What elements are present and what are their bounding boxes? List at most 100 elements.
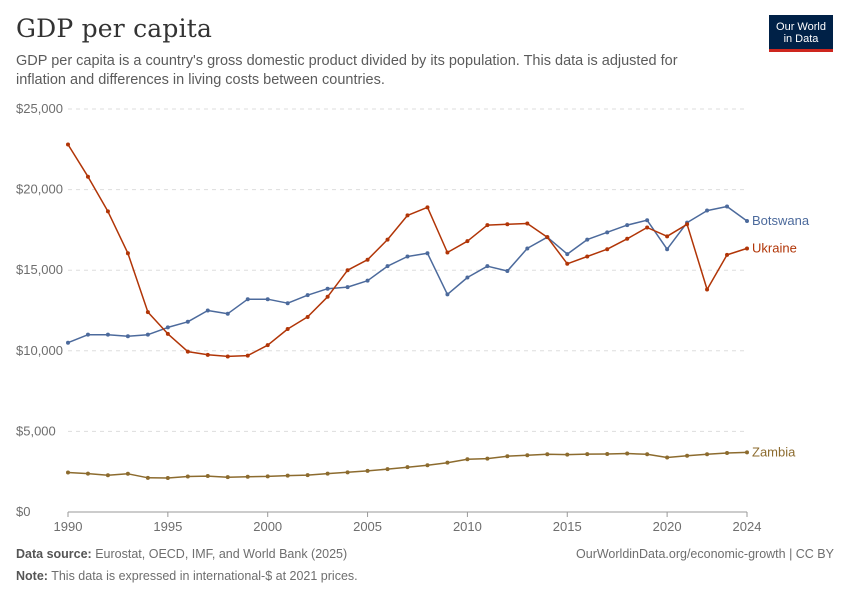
data-point-ukraine (465, 239, 470, 244)
data-point-botswana (205, 308, 210, 313)
data-point-zambia (425, 463, 430, 468)
x-tick-label: 1990 (54, 519, 83, 534)
data-point-botswana (725, 204, 730, 209)
data-point-botswana (745, 219, 749, 224)
data-point-ukraine (545, 235, 550, 240)
data-point-botswana (665, 247, 670, 252)
data-point-ukraine (205, 352, 210, 357)
data-point-zambia (145, 475, 150, 480)
y-tick-label: $5,000 (16, 423, 56, 438)
series-line-botswana (67, 205, 748, 344)
data-point-zambia (265, 474, 270, 479)
data-point-botswana (125, 334, 130, 339)
data-point-ukraine (225, 354, 230, 359)
data-point-zambia (485, 456, 490, 461)
data-point-ukraine (185, 349, 190, 354)
data-point-botswana (525, 246, 530, 251)
data-point-zambia (85, 471, 90, 476)
data-point-zambia (165, 475, 170, 480)
legend-label-botswana: Botswana (752, 213, 810, 228)
page-subtitle: GDP per capita is a country's gross dome… (16, 53, 678, 88)
chart-note: Note: This data is expressed in internat… (16, 569, 358, 583)
credit-link[interactable]: OurWorldinData.org/economic-growth | CC … (576, 547, 834, 561)
data-point-ukraine (425, 205, 430, 210)
data-point-ukraine (245, 353, 250, 358)
data-point-botswana (85, 332, 90, 337)
data-point-ukraine (705, 287, 710, 292)
note-text: This data is expressed in international-… (51, 569, 358, 583)
data-point-botswana (145, 332, 150, 337)
data-point-zambia (405, 465, 410, 470)
data-point-ukraine (265, 343, 270, 348)
data-point-zambia (365, 468, 370, 473)
logo-line-1: Our World (776, 21, 826, 33)
data-point-zambia (605, 451, 610, 456)
data-point-zambia (185, 474, 190, 479)
data-point-ukraine (485, 223, 490, 228)
data-point-botswana (485, 264, 490, 269)
logo-line-2: in Data (783, 33, 819, 45)
data-point-ukraine (285, 327, 290, 332)
data-point-zambia (305, 473, 310, 478)
data-point-zambia (685, 453, 690, 458)
data-point-zambia (125, 471, 130, 476)
data-point-botswana (605, 230, 610, 235)
data-point-ukraine (685, 222, 690, 227)
data-point-ukraine (525, 221, 530, 226)
x-tick-label: 2005 (353, 519, 382, 534)
data-point-botswana (385, 264, 390, 269)
data-point-ukraine (745, 246, 749, 251)
data-point-botswana (645, 218, 650, 223)
data-point-zambia (705, 452, 710, 457)
data-point-zambia (245, 474, 250, 479)
data-point-botswana (185, 319, 190, 324)
data-point-ukraine (385, 237, 390, 242)
x-tick-label: 2010 (453, 519, 482, 534)
data-point-ukraine (605, 247, 610, 252)
data-point-ukraine (305, 314, 310, 319)
data-point-botswana (465, 275, 470, 280)
data-point-botswana (405, 254, 410, 259)
x-tick-label: 1995 (153, 519, 182, 534)
data-point-botswana (285, 301, 290, 306)
data-point-zambia (345, 470, 350, 475)
x-tick-label: 2020 (653, 519, 682, 534)
legend-label-zambia: Zambia (752, 444, 796, 459)
data-point-ukraine (505, 222, 510, 227)
data-point-ukraine (145, 310, 150, 315)
data-point-botswana (345, 285, 350, 290)
data-source-text[interactable]: Eurostat, OECD, IMF, and World Bank (202… (95, 547, 348, 561)
data-point-botswana (305, 293, 310, 298)
data-point-botswana (225, 311, 230, 316)
series-line-ukraine (67, 144, 748, 358)
data-point-botswana (325, 286, 330, 291)
data-point-ukraine (445, 250, 450, 255)
data-point-botswana (265, 297, 270, 302)
data-point-ukraine (625, 236, 630, 241)
data-point-zambia (565, 452, 570, 457)
data-point-ukraine (665, 234, 670, 239)
data-point-botswana (365, 278, 370, 283)
page-title: GDP per capita (16, 14, 213, 43)
data-point-botswana (585, 237, 590, 242)
data-point-ukraine (585, 254, 590, 259)
data-point-botswana (445, 292, 450, 297)
data-point-zambia (745, 450, 749, 455)
data-point-ukraine (565, 261, 570, 266)
y-tick-label: $25,000 (16, 101, 63, 116)
data-point-ukraine (365, 257, 370, 262)
owid-logo[interactable]: Our World in Data (769, 15, 833, 52)
data-point-ukraine (125, 251, 130, 256)
data-point-zambia (285, 473, 290, 478)
data-source-label: Data source: (16, 547, 92, 561)
data-point-zambia (225, 475, 230, 480)
data-point-zambia (325, 471, 330, 476)
data-point-botswana (105, 332, 110, 337)
data-point-zambia (385, 467, 390, 472)
data-point-zambia (445, 460, 450, 465)
data-point-zambia (205, 474, 210, 479)
y-tick-label: $0 (16, 504, 30, 519)
data-point-botswana (66, 340, 70, 345)
data-point-zambia (545, 452, 550, 457)
